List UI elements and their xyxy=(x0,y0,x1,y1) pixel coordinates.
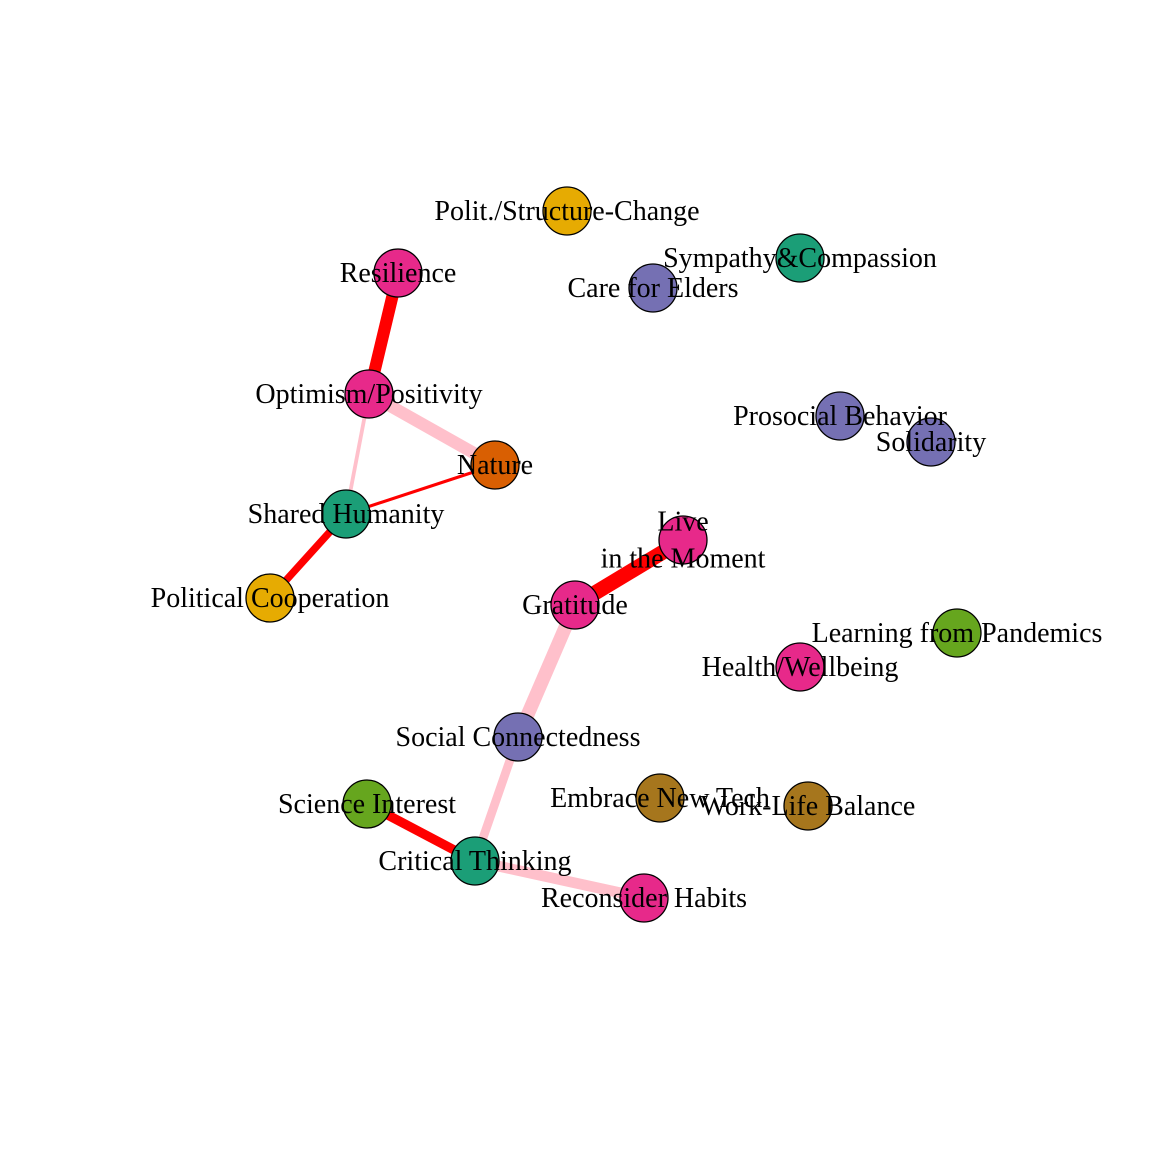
node-optimism_positivity[interactable] xyxy=(344,369,394,419)
node-health_wellbeing[interactable] xyxy=(775,642,825,692)
node-label-line: Gratitude xyxy=(522,590,628,621)
node-label-social_connectedness: Social Connectedness xyxy=(396,722,641,753)
node-shared_humanity[interactable] xyxy=(321,489,371,539)
node-label-line: Political Cooperation xyxy=(151,583,390,614)
node-political_cooperation[interactable] xyxy=(245,573,295,623)
node-prosocial_behavior[interactable] xyxy=(815,391,865,441)
node-label-line: Critical Thinking xyxy=(378,846,571,877)
node-embrace_new_tech[interactable] xyxy=(635,773,685,823)
node-polit_structure_change[interactable] xyxy=(542,186,592,236)
node-gratitude[interactable] xyxy=(550,580,600,630)
node-nature[interactable] xyxy=(470,440,520,490)
node-label-line: Work-Life Balance xyxy=(701,791,916,822)
node-label-line: Sympathy&Compassion xyxy=(663,243,937,274)
node-label-line: Polit./Structure-Change xyxy=(434,196,699,227)
label-layer: Polit./Structure-Change Sympathy&Compassi… xyxy=(151,196,1103,914)
node-care_for_elders[interactable] xyxy=(628,263,678,313)
node-label-shared_humanity: Shared Humanity xyxy=(248,499,445,530)
node-label-line: Solidarity xyxy=(876,427,986,458)
node-resilience[interactable] xyxy=(373,248,423,298)
node-label-line: Resilience xyxy=(340,258,457,289)
edge-critical_thinking-reconsider_habits xyxy=(473,855,646,904)
node-label-optimism_positivity: Optimism/Positivity xyxy=(255,379,482,410)
node-label-polit_structure_change: Polit./Structure-Change xyxy=(434,196,699,227)
node-label-political_cooperation: Political Cooperation xyxy=(151,583,390,614)
node-label-line: Science Interest xyxy=(278,789,456,820)
node-solidarity[interactable] xyxy=(906,417,956,467)
node-label-reconsider_habits: Reconsider Habits xyxy=(541,883,747,914)
node-label-line: Social Connectedness xyxy=(396,722,641,753)
node-label-solidarity: Solidarity xyxy=(876,427,986,458)
node-label-critical_thinking: Critical Thinking xyxy=(378,846,571,877)
node-label-gratitude: Gratitude xyxy=(522,590,628,621)
node-label-resilience: Resilience xyxy=(340,258,457,289)
node-layer xyxy=(245,186,982,923)
node-label-line: Embrace New Tech xyxy=(550,783,770,814)
node-label-nature: Nature xyxy=(457,450,533,481)
node-label-line: Care for Elders xyxy=(567,273,738,304)
node-label-health_wellbeing: Health/Wellbeing xyxy=(702,652,899,683)
node-label-care_for_elders: Care for Elders xyxy=(567,273,738,304)
node-label-sympathy_compassion: Sympathy&Compassion xyxy=(663,243,937,274)
node-critical_thinking[interactable] xyxy=(450,836,500,886)
node-social_connectedness[interactable] xyxy=(493,712,543,762)
node-label-line: Health/Wellbeing xyxy=(702,652,899,683)
node-label-line: Reconsider Habits xyxy=(541,883,747,914)
node-label-science_interest: Science Interest xyxy=(278,789,456,820)
node-work_life_balance[interactable] xyxy=(783,781,833,831)
node-label-line: Prosocial Behavior xyxy=(733,401,948,432)
node-label-line: Shared Humanity xyxy=(248,499,445,530)
node-science_interest[interactable] xyxy=(342,779,392,829)
node-label-line: Nature xyxy=(457,450,533,481)
node-label-embrace_new_tech: Embrace New Tech xyxy=(550,783,770,814)
node-label-line: in the Moment xyxy=(601,543,766,574)
node-label-line: Live xyxy=(657,506,708,537)
edge-nature-shared_humanity xyxy=(345,463,496,516)
node-reconsider_habits[interactable] xyxy=(619,873,669,923)
node-label-learning_from_pandemics: Learning from Pandemics xyxy=(812,618,1103,649)
node-label-live_in_the_moment: Live in the Moment xyxy=(601,506,766,574)
node-label-work_life_balance: Work-Life Balance xyxy=(701,791,916,822)
node-learning_from_pandemics[interactable] xyxy=(932,608,982,658)
node-sympathy_compassion[interactable] xyxy=(775,233,825,283)
node-label-line: Optimism/Positivity xyxy=(255,379,482,410)
node-label-line: Learning from Pandemics xyxy=(812,618,1103,649)
node-live_in_the_moment[interactable] xyxy=(658,515,708,565)
node-label-prosocial_behavior: Prosocial Behavior xyxy=(733,401,948,432)
